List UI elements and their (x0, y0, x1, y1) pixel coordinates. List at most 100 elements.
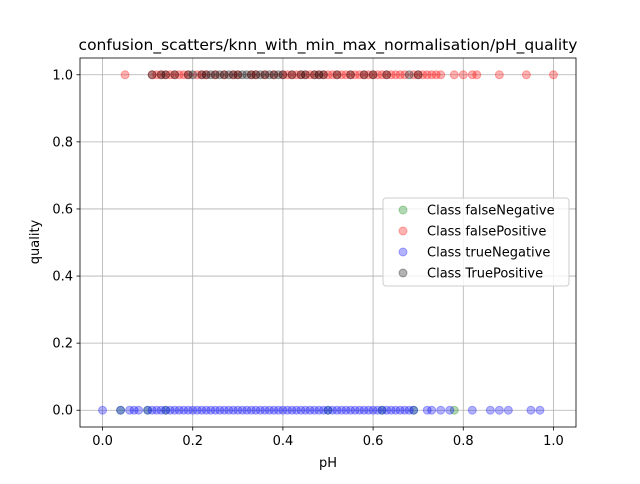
data-point (377, 405, 387, 415)
data-point (467, 70, 477, 80)
data-point (373, 70, 383, 80)
data-point (228, 70, 238, 80)
series-class-truenegative (98, 405, 545, 415)
data-point (458, 70, 468, 80)
y-tick-label: 0.6 (52, 202, 73, 217)
data-point (246, 70, 256, 80)
data-point (346, 70, 356, 80)
data-point (427, 70, 437, 80)
legend-label: Class falsePositive (427, 225, 546, 240)
data-point (251, 70, 261, 80)
data-point (219, 70, 229, 80)
data-point (373, 405, 383, 415)
data-point (264, 405, 274, 415)
data-point (400, 70, 410, 80)
data-point (332, 70, 342, 80)
data-point (156, 405, 166, 415)
data-point (143, 405, 153, 415)
x-axis-label: pH (319, 456, 337, 471)
data-point (269, 405, 279, 415)
data-point (197, 70, 207, 80)
data-point (359, 405, 369, 415)
data-point (174, 405, 184, 415)
data-point (296, 405, 306, 415)
data-point (346, 405, 356, 415)
data-point (436, 405, 446, 415)
data-point (341, 405, 351, 415)
data-point (318, 70, 328, 80)
data-point (309, 70, 319, 80)
data-point (355, 405, 365, 415)
data-point (391, 405, 401, 415)
data-point (215, 70, 225, 80)
data-point (273, 405, 283, 415)
data-point (188, 405, 198, 415)
data-point (386, 405, 396, 415)
data-point (427, 405, 437, 415)
data-point (503, 405, 513, 415)
data-point (237, 405, 247, 415)
data-point (309, 405, 319, 415)
data-point (291, 70, 301, 80)
series-class-falsenegative (116, 405, 459, 415)
series-class-truepositive (147, 70, 423, 80)
data-point (264, 70, 274, 80)
data-point (305, 405, 315, 415)
data-point (170, 405, 180, 415)
data-point (116, 405, 126, 415)
data-point (337, 70, 347, 80)
data-point (409, 405, 419, 415)
data-point (318, 70, 328, 80)
data-point (161, 405, 171, 415)
data-point (395, 405, 405, 415)
legend-label: Class TruePositive (427, 267, 543, 282)
data-point (228, 70, 238, 80)
data-point (224, 405, 234, 415)
data-point (472, 70, 482, 80)
data-point (246, 405, 256, 415)
data-point (467, 405, 477, 415)
y-axis-label: quality (28, 219, 43, 264)
data-point (382, 70, 392, 80)
data-point (282, 70, 292, 80)
data-point (129, 405, 139, 415)
plot-area-frame (79, 57, 577, 428)
data-point (377, 405, 387, 415)
data-point (309, 70, 319, 80)
data-point (183, 70, 193, 80)
data-point (318, 405, 328, 415)
data-point (125, 405, 135, 415)
data-point (161, 405, 171, 415)
data-point (422, 405, 432, 415)
legend-marker (398, 247, 408, 257)
data-point (350, 405, 360, 415)
data-point (246, 70, 256, 80)
data-point (404, 405, 414, 415)
data-point (300, 70, 310, 80)
data-point (314, 70, 324, 80)
data-point (237, 70, 247, 80)
data-point (296, 70, 306, 80)
data-point (260, 70, 270, 80)
data-point (161, 70, 171, 80)
data-point (183, 405, 193, 415)
data-point (400, 405, 410, 415)
data-point (287, 405, 297, 415)
data-point (170, 70, 180, 80)
data-point (526, 405, 536, 415)
data-point (485, 405, 495, 415)
axis-ticks: 0.0 0.2 0.4 0.6 0.8 1.0 0.0 0.2 0.4 0.6 0.8 1.0 (52, 68, 563, 449)
data-point (350, 70, 360, 80)
data-point (368, 70, 378, 80)
data-point (278, 405, 288, 415)
data-point (494, 405, 504, 415)
data-point (413, 70, 423, 80)
data-point (206, 70, 216, 80)
data-point (368, 70, 378, 80)
data-point (337, 405, 347, 415)
data-point (192, 405, 202, 415)
data-point (156, 70, 166, 80)
data-point (174, 70, 184, 80)
